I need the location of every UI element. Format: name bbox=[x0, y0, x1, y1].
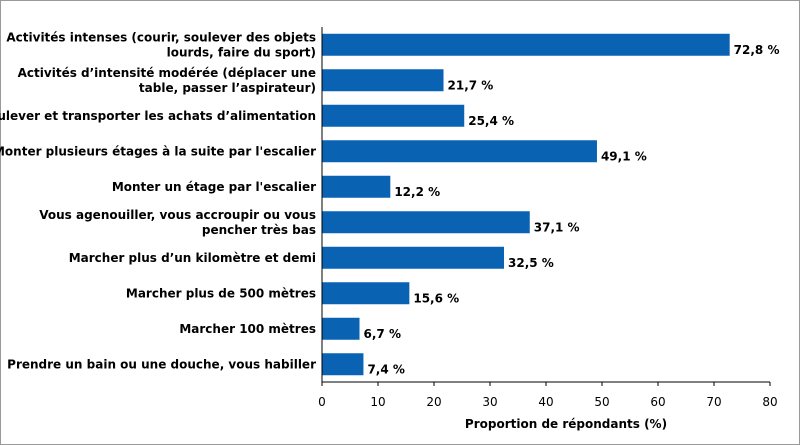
x-tick-label: 30 bbox=[482, 395, 497, 409]
bar bbox=[322, 282, 410, 305]
bar bbox=[322, 317, 360, 340]
value-label: 7,4 % bbox=[367, 362, 404, 376]
bar bbox=[322, 140, 597, 163]
x-axis-title: Proportion de répondants (%) bbox=[465, 417, 667, 431]
category-label: lourds, faire du sport) bbox=[167, 45, 316, 59]
bar bbox=[322, 104, 465, 127]
category-label: Monter plusieurs étages à la suite par l… bbox=[0, 144, 316, 158]
category-label: Marcher plus d’un kilomètre et demi bbox=[69, 251, 316, 265]
x-tick-label: 80 bbox=[762, 395, 777, 409]
category-label: pencher très bas bbox=[202, 223, 316, 237]
x-tick-label: 10 bbox=[370, 395, 385, 409]
category-label: Marcher plus de 500 mètres bbox=[126, 286, 316, 300]
value-label: 49,1 % bbox=[601, 149, 647, 163]
value-label: 12,2 % bbox=[394, 185, 440, 199]
category-label: Monter un étage par l'escalier bbox=[112, 180, 316, 194]
x-tick-label: 70 bbox=[706, 395, 721, 409]
category-label: Soulever et transporter les achats d’ali… bbox=[0, 109, 316, 123]
category-label: table, passer l’aspirateur) bbox=[139, 81, 316, 95]
value-label: 25,4 % bbox=[468, 114, 514, 128]
x-tick-label: 60 bbox=[650, 395, 665, 409]
bar bbox=[322, 353, 364, 376]
value-label: 6,7 % bbox=[364, 327, 401, 341]
value-label: 37,1 % bbox=[534, 220, 580, 234]
x-tick-label: 20 bbox=[426, 395, 441, 409]
value-label: 15,6 % bbox=[413, 291, 459, 305]
x-tick-label: 0 bbox=[318, 395, 326, 409]
category-label: Activités intenses (courir, soulever des… bbox=[6, 30, 316, 44]
category-label: Prendre un bain ou une douche, vous habi… bbox=[7, 357, 316, 371]
value-label: 21,7 % bbox=[448, 78, 494, 92]
bar bbox=[322, 211, 530, 234]
bar bbox=[322, 246, 504, 269]
category-label: Vous agenouiller, vous accroupir ou vous bbox=[39, 208, 316, 222]
value-label: 32,5 % bbox=[508, 256, 554, 270]
bar bbox=[322, 175, 391, 198]
bar bbox=[322, 33, 730, 56]
value-label: 72,8 % bbox=[734, 43, 780, 57]
bar bbox=[322, 69, 444, 92]
category-label: Activités d’intensité modérée (déplacer … bbox=[18, 66, 316, 80]
x-tick-label: 50 bbox=[594, 395, 609, 409]
x-tick-label: 40 bbox=[538, 395, 553, 409]
category-label: Marcher 100 mètres bbox=[179, 322, 316, 336]
